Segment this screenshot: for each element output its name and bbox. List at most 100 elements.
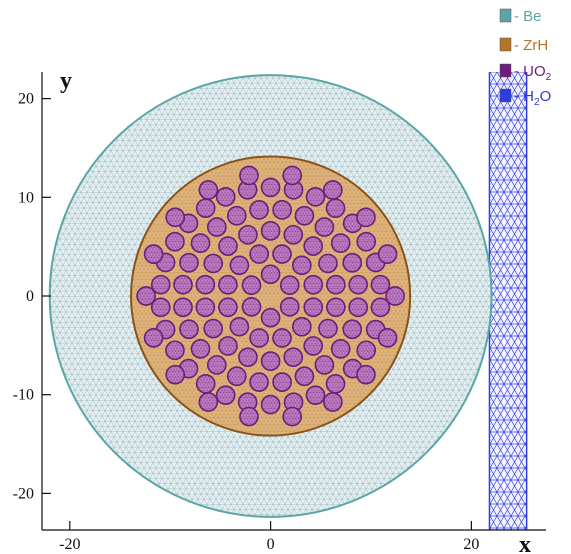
- fuel-rod: [173, 274, 193, 295]
- fuel-rod: [342, 252, 363, 273]
- fuel-rod: [195, 297, 216, 318]
- fuel-rod: [326, 297, 346, 318]
- legend-label-uo2: - UO2: [514, 63, 552, 83]
- fuel-rod: [370, 297, 391, 318]
- fuel-rod: [303, 297, 324, 318]
- plot-area: [48, 72, 528, 530]
- x-axis-ticks: -20 0 20: [59, 521, 479, 553]
- fuel-rod: [226, 366, 247, 387]
- fuel-rod: [314, 217, 335, 237]
- x-tick-label: 0: [267, 536, 275, 553]
- fuel-rod: [272, 328, 292, 348]
- fuel-rod: [218, 336, 238, 356]
- x-tick-label: 20: [463, 536, 479, 553]
- fuel-rod: [195, 198, 216, 219]
- legend: - Be - ZrH - UO2 - H2O: [499, 8, 552, 108]
- fuel-rod: [173, 297, 193, 318]
- y-tick-label: -20: [13, 485, 34, 502]
- fuel-rod: [356, 340, 377, 361]
- fuel-rod: [150, 297, 171, 318]
- fuel-rod: [143, 328, 164, 348]
- fuel-rod: [303, 336, 324, 356]
- fuel-rod: [165, 364, 186, 385]
- legend-swatch-be: [499, 8, 512, 23]
- fuel-rod: [272, 372, 292, 392]
- legend-label-zrh: - ZrH: [514, 37, 548, 54]
- fuel-rod: [215, 186, 236, 207]
- fuel-rod: [314, 355, 335, 375]
- fuel-rod: [190, 339, 211, 359]
- fuel-rod: [342, 319, 363, 340]
- fuel-rod: [226, 205, 247, 226]
- fuel-rod: [150, 274, 171, 295]
- x-tick-label: -20: [59, 536, 80, 553]
- y-tick-label: -10: [13, 387, 34, 404]
- fuel-rod: [272, 244, 292, 264]
- fuel-rod: [215, 385, 236, 406]
- fuel-rod: [239, 406, 259, 427]
- legend-swatch-h2o: [499, 88, 512, 103]
- fuel-rod: [323, 392, 343, 412]
- fuel-rod: [330, 339, 351, 359]
- fuel-rod: [249, 372, 269, 392]
- fuel-rod: [165, 207, 186, 228]
- fuel-rod: [385, 286, 405, 306]
- fuel-rod: [238, 347, 258, 368]
- fuel-rod: [249, 328, 270, 348]
- fuel-rod: [303, 274, 324, 295]
- y-tick-label: 20: [18, 91, 34, 108]
- legend-item-zrh: - ZrH: [499, 37, 548, 54]
- fuel-rod: [206, 355, 227, 375]
- fuel-rod: [195, 373, 216, 394]
- legend-item-uo2: - UO2: [499, 63, 552, 83]
- fuel-rod: [179, 252, 199, 273]
- fuel-rod: [218, 236, 238, 256]
- fuel-rod: [356, 207, 376, 228]
- fuel-rod: [326, 274, 346, 295]
- fuel-rod: [218, 297, 238, 318]
- fuel-rod: [249, 200, 269, 220]
- fuel-rod: [143, 244, 164, 264]
- fuel-rod: [165, 340, 185, 361]
- fuel-rod: [206, 217, 227, 237]
- fuel-rod: [348, 274, 369, 295]
- legend-swatch-uo2: [499, 63, 512, 78]
- fuel-rod: [229, 255, 250, 276]
- fuel-rod: [136, 286, 156, 306]
- fuel-rod: [318, 253, 338, 274]
- fuel-rod: [318, 318, 338, 339]
- fuel-rod: [305, 186, 326, 207]
- y-tick-label: 10: [18, 189, 34, 206]
- fuel-rod: [229, 316, 250, 337]
- axes: -20 0 20 20 10 0 -10 -20 y x: [13, 68, 546, 554]
- fuel-rod: [303, 236, 324, 256]
- fuel-rod: [203, 318, 224, 339]
- fuel-rod: [294, 366, 315, 387]
- fuel-rods-group: [136, 165, 405, 427]
- fuel-rod: [283, 224, 304, 245]
- fuel-rod: [294, 205, 315, 226]
- fuel-rod: [203, 253, 224, 274]
- fuel-rod: [198, 180, 219, 200]
- fuel-rod: [370, 274, 391, 295]
- zirconium-hydride-core-region: [130, 155, 412, 437]
- fuel-rod: [279, 297, 300, 317]
- fuel-rod: [260, 307, 281, 328]
- fuel-rod: [323, 180, 343, 200]
- fuel-rod: [260, 221, 281, 241]
- fuel-rod: [292, 316, 312, 337]
- fuel-rod: [260, 264, 281, 285]
- fuel-rod: [325, 373, 346, 394]
- x-axis-title: x: [519, 532, 531, 554]
- fuel-rod: [239, 165, 259, 186]
- fuel-rod: [282, 165, 303, 186]
- fuel-rod: [283, 347, 304, 368]
- fuel-rod: [330, 233, 351, 253]
- fuel-rod: [272, 200, 292, 220]
- fuel-rod: [179, 319, 199, 340]
- legend-item-h2o: - H2O: [499, 88, 551, 108]
- fuel-rod: [241, 297, 262, 317]
- fuel-rod: [305, 385, 326, 406]
- y-axis-title: y: [60, 68, 72, 94]
